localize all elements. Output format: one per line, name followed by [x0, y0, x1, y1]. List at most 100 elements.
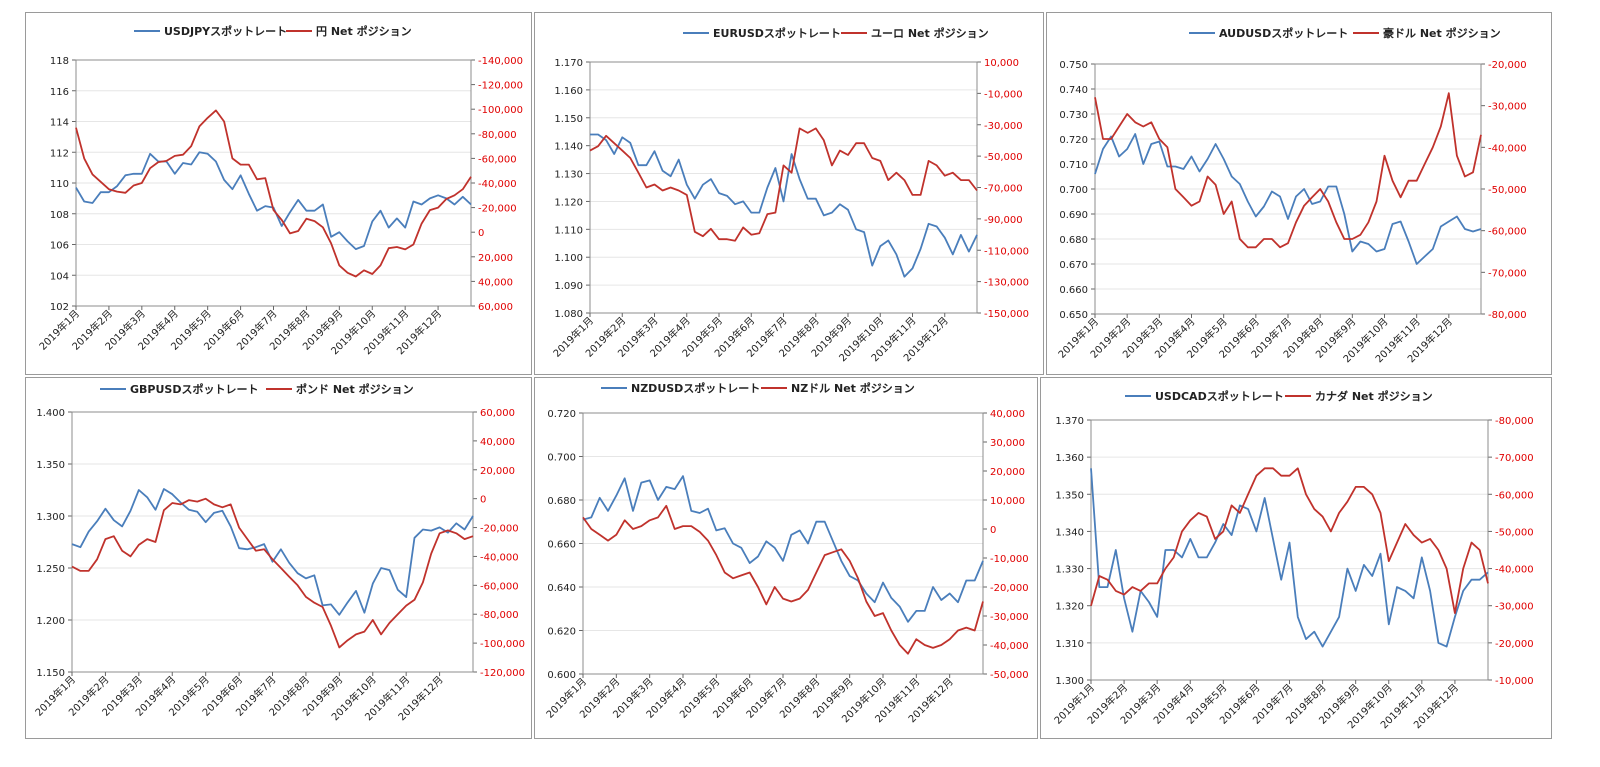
right-tick-label: -50,000 — [984, 152, 1023, 163]
right-tick-label: -30,000 — [1495, 602, 1534, 613]
chart-panel-eurusd: EURUSDスポットレート ユーロ Net ポジション 1.170 1.160 1.15… — [534, 12, 1044, 375]
left-tick-label: 1.350 — [36, 460, 65, 471]
legend-label: ユーロ Net ポジション — [871, 26, 989, 40]
chart-svg: EURUSDスポットレート ユーロ Net ポジション 1.170 1.160 1.15… — [550, 26, 1029, 364]
left-tick-label: 0.720 — [547, 409, 576, 420]
right-tick-label: -150,000 — [984, 309, 1029, 320]
right-tick-label: -80,000 — [1488, 310, 1527, 321]
legend: GBPUSDスポットレート ポンド Net ポジション — [100, 382, 414, 396]
legend: AUDUSDスポットレート 豪ドル Net ポジション — [1189, 26, 1501, 40]
chart-panel-audusd: AUDUSDスポットレート 豪ドル Net ポジション 0.750 0.740 0.73… — [1046, 12, 1552, 375]
net-position-line — [582, 504, 984, 655]
right-tick-label: 60,000 — [480, 408, 515, 419]
left-tick-label: 1.330 — [1055, 565, 1084, 576]
left-tick-label: 1.080 — [554, 309, 583, 320]
right-tick-label: 60,000 — [478, 302, 513, 313]
right-tick-label: -50,000 — [1495, 527, 1534, 538]
chart-svg: USDJPYスポットレート 円 Net ポジション 118 116 114 112 110 1… — [36, 24, 523, 357]
right-tick-label: 0 — [480, 495, 486, 506]
right-tick-label: -20,000 — [990, 583, 1029, 594]
right-tick-label: -20,000 — [1488, 60, 1527, 71]
left-tick-label: 0.660 — [1059, 285, 1088, 296]
left-tick-label: 1.160 — [554, 86, 583, 97]
left-tick-label: 1.250 — [36, 564, 65, 575]
legend: USDCADスポットレート カナダ Net ポジション — [1125, 389, 1433, 403]
right-tick-label: -60,000 — [480, 581, 519, 592]
left-tick-label: 116 — [50, 87, 69, 98]
spot-rate-line — [71, 488, 474, 616]
left-tick-label: 0.660 — [547, 540, 576, 551]
right-tick-label: -20,000 — [478, 204, 517, 215]
left-tick-label: 1.400 — [36, 408, 65, 419]
spot-rate-line — [582, 475, 984, 623]
right-tick-label: 40,000 — [990, 409, 1025, 420]
right-tick-label: -80,000 — [480, 610, 519, 621]
left-tick-label: 0.740 — [1059, 85, 1088, 96]
right-tick-label: 10,000 — [984, 58, 1019, 69]
left-tick-label: 108 — [50, 210, 69, 221]
right-tick-label: -30,000 — [1488, 102, 1527, 113]
spot-rate-line — [590, 133, 978, 278]
legend-label: 豪ドル Net ポジション — [1383, 26, 1501, 40]
legend-label: カナダ Net ポジション — [1315, 389, 1433, 403]
right-tick-label: -140,000 — [478, 56, 523, 67]
left-tick-label: 1.150 — [36, 668, 65, 679]
right-tick-label: 40,000 — [480, 437, 515, 448]
legend-label: USDJPYスポットレート — [164, 24, 287, 38]
chart-svg: GBPUSDスポットレート ポンド Net ポジション 1.400 1.350 1.30… — [32, 382, 525, 723]
left-tick-label: 1.110 — [554, 225, 583, 236]
spot-rate-line — [1090, 468, 1489, 648]
left-tick-label: 102 — [50, 302, 69, 313]
left-tick-label: 0.730 — [1059, 110, 1088, 121]
right-tick-label: -60,000 — [1488, 227, 1527, 238]
right-tick-label: -130,000 — [984, 278, 1029, 289]
legend: NZDUSDスポットレート NZドル Net ポジション — [601, 381, 915, 395]
left-tick-label: 104 — [50, 271, 69, 282]
left-tick-label: 1.300 — [36, 512, 65, 523]
chart-svg: AUDUSDスポットレート 豪ドル Net ポジション 0.750 0.740 0.73… — [1055, 26, 1527, 365]
right-tick-label: -80,000 — [1495, 416, 1534, 427]
right-tick-label: 20,000 — [480, 466, 515, 477]
right-tick-label: -40,000 — [1488, 143, 1527, 154]
left-tick-label: 0.680 — [547, 496, 576, 507]
right-tick-label: 10,000 — [990, 496, 1025, 507]
left-tick-label: 1.310 — [1055, 639, 1084, 650]
left-tick-label: 0.640 — [547, 583, 576, 594]
right-tick-label: -40,000 — [1495, 565, 1534, 576]
left-tick-label: 106 — [50, 241, 69, 252]
legend-label: EURUSDスポットレート — [713, 26, 841, 40]
chart-panel-nzdusd: NZDUSDスポットレート NZドル Net ポジション 0.720 0.700 0.6… — [534, 377, 1038, 739]
right-tick-label: -20,000 — [1495, 639, 1534, 650]
chart-svg: NZDUSDスポットレート NZドル Net ポジション 0.720 0.700 0.6… — [543, 381, 1029, 725]
left-tick-label: 1.130 — [554, 170, 583, 181]
spot-rate-line — [75, 151, 472, 251]
left-tick-label: 1.150 — [554, 114, 583, 125]
left-tick-label: 1.370 — [1055, 416, 1084, 427]
right-tick-label: -70,000 — [1488, 268, 1527, 279]
left-tick-label: 0.600 — [547, 670, 576, 681]
right-tick-label: -10,000 — [984, 89, 1023, 100]
right-tick-label: -90,000 — [984, 215, 1023, 226]
legend-label: USDCADスポットレート — [1155, 389, 1284, 403]
left-tick-label: 118 — [50, 56, 69, 67]
right-tick-label: -40,000 — [990, 641, 1029, 652]
legend-label: NZドル Net ポジション — [791, 381, 915, 395]
left-tick-label: 0.650 — [1059, 310, 1088, 321]
left-tick-label: 1.320 — [1055, 602, 1084, 613]
net-position-line — [71, 497, 474, 649]
left-tick-label: 1.300 — [1055, 676, 1084, 687]
left-tick-label: 1.340 — [1055, 527, 1084, 538]
chart-panel-usdjpy: USDJPYスポットレート 円 Net ポジション 118 116 114 112 110 1… — [25, 12, 532, 375]
legend-label: ポンド Net ポジション — [296, 382, 414, 396]
left-tick-label: 0.620 — [547, 627, 576, 638]
left-tick-label: 112 — [50, 148, 69, 159]
chart-panel-usdcad: USDCADスポットレート カナダ Net ポジション 1.370 1.360 1.35… — [1040, 377, 1552, 739]
right-tick-label: -30,000 — [984, 121, 1023, 132]
plot-area — [71, 411, 474, 673]
left-tick-label: 0.690 — [1059, 210, 1088, 221]
left-tick-label: 1.120 — [554, 197, 583, 208]
left-tick-label: 1.360 — [1055, 453, 1084, 464]
left-tick-label: 0.670 — [1059, 260, 1088, 271]
right-tick-label: -50,000 — [990, 670, 1029, 681]
legend-label: NZDUSDスポットレート — [631, 381, 760, 395]
